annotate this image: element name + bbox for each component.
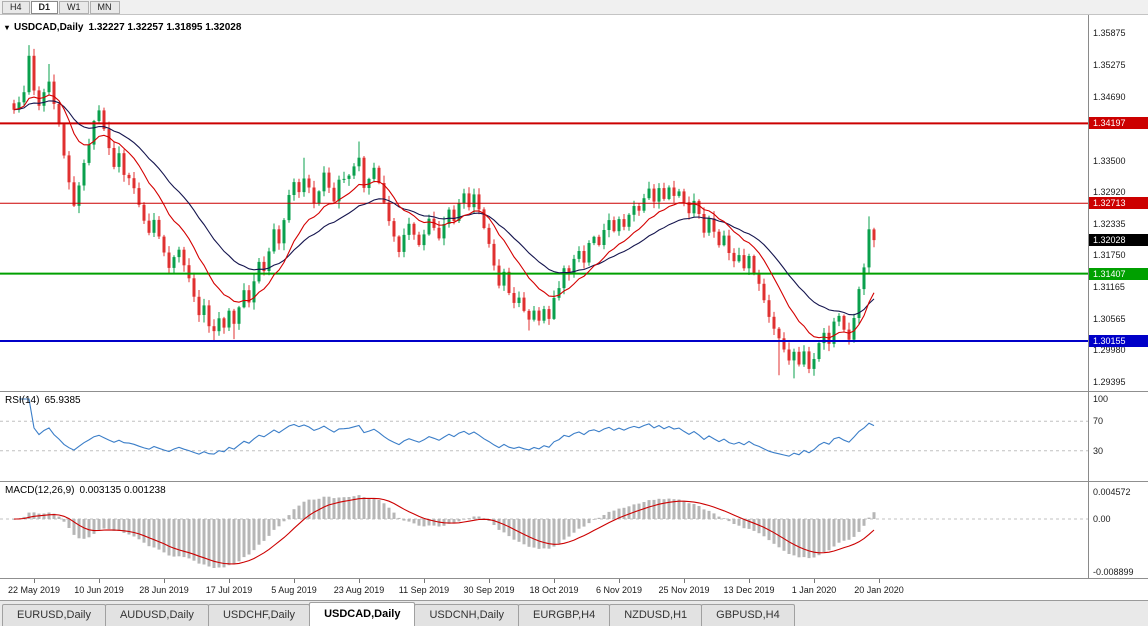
macd-canvas[interactable]: [0, 482, 1088, 578]
chart-tab-eurusd[interactable]: EURUSD,Daily: [2, 604, 106, 626]
chart-title-ohlc: 1.32227 1.32257 1.31895 1.32028: [88, 22, 242, 33]
rsi-indicator-value: 65.9385: [44, 395, 81, 406]
price-scale-tick: 1.29980: [1093, 345, 1126, 356]
price-scale-tick: 1.33500: [1093, 155, 1126, 166]
level-price-badge: 1.34197: [1089, 117, 1148, 130]
date-tick-mark: [99, 579, 100, 583]
period-button-h4[interactable]: H4: [2, 0, 30, 14]
macd-scale-tick: 0.004572: [1093, 486, 1131, 497]
macd-panel: 0.004572 0.00 -0.008899 MACD(12,26,9) 0.00…: [0, 482, 1148, 578]
ma-fast-line: [13, 94, 875, 339]
chart-tab-usdcnh[interactable]: USDCNH,Daily: [414, 604, 520, 626]
macd-plot[interactable]: [0, 482, 1088, 578]
date-label: 17 Jul 2019: [205, 585, 253, 595]
period-button-d1[interactable]: D1: [30, 0, 59, 14]
macd-label: MACD(12,26,9) 0.003135 0.001238: [5, 485, 166, 496]
date-label: 30 Sep 2019: [463, 585, 515, 595]
rsi-scale-tick: 100: [1093, 394, 1109, 404]
panel-separator[interactable]: [0, 481, 1148, 482]
date-tick-mark: [359, 579, 360, 583]
price-scale[interactable]: 1.35875 1.35275 1.34690 1.33500 1.32920 1.323…: [1088, 15, 1148, 391]
chart-tab-nzdusd[interactable]: NZDUSD,H1: [609, 604, 703, 626]
price-scale-tick: 1.29395: [1093, 376, 1126, 387]
level-price-badge: 1.32713: [1089, 197, 1148, 210]
macd-indicator-values: 0.003135 0.001238: [79, 485, 166, 496]
rsi-canvas[interactable]: [0, 392, 1088, 481]
rsi-label: RSI(14) 65.9385: [5, 395, 81, 406]
date-tick-mark: [554, 579, 555, 583]
rsi-plot[interactable]: [0, 392, 1088, 481]
date-tick-mark: [749, 579, 750, 583]
date-label: 18 Oct 2019: [529, 585, 579, 595]
price-chart-plot[interactable]: [0, 15, 1088, 391]
date-label: 20 Jan 2020: [854, 585, 904, 595]
candles-layer: [12, 45, 876, 379]
date-tick-mark: [34, 579, 35, 583]
period-toolbar: H4 D1 W1 MN: [0, 0, 1148, 15]
date-label: 1 Jan 2020: [791, 585, 837, 595]
date-label: 6 Nov 2019: [595, 585, 643, 595]
price-scale-tick: 1.31750: [1093, 250, 1126, 261]
price-scale-tick: 1.31165: [1093, 281, 1125, 292]
price-scale-tick: 1.32920: [1093, 187, 1126, 198]
period-button-mn[interactable]: MN: [89, 0, 120, 14]
level-price-badge: 1.30155: [1089, 335, 1148, 348]
macd-scale-tick: -0.008899: [1093, 567, 1134, 578]
price-scale-tick: 1.32335: [1093, 218, 1126, 229]
horizontal-level-lines: [0, 122, 1088, 342]
time-axis[interactable]: 22 May 2019 10 Jun 2019 28 Jun 2019 17 Jul …: [0, 579, 1148, 600]
current-price-badge: 1.32028: [1089, 234, 1148, 247]
chart-tab-audusd[interactable]: AUDUSD,Daily: [104, 604, 209, 626]
date-label: 25 Nov 2019: [658, 585, 710, 595]
date-label: 13 Dec 2019: [723, 585, 775, 595]
price-chart-canvas[interactable]: [0, 15, 1088, 391]
price-scale-tick: 1.35275: [1093, 60, 1126, 71]
rsi-scale-tick: 30: [1093, 445, 1104, 456]
chart-tab-eurgbp[interactable]: EURGBP,H4: [518, 604, 611, 626]
chart-title-symbol: USDCAD,Daily: [14, 22, 84, 33]
date-tick-mark: [424, 579, 425, 583]
date-tick-mark: [489, 579, 490, 583]
price-chart-panel: 1.35875 1.35275 1.34690 1.33500 1.32920 1.323…: [0, 15, 1148, 391]
period-button-w1[interactable]: W1: [59, 0, 89, 14]
rsi-panel: 100 70 30 RSI(14) 65.9385: [0, 392, 1148, 481]
macd-indicator-name: MACD(12,26,9): [5, 485, 75, 496]
date-label: 23 Aug 2019: [333, 585, 385, 595]
date-label: 28 Jun 2019: [139, 585, 189, 595]
chart-tabs-bar: EURUSD,Daily AUDUSD,Daily USDCHF,Daily USDC…: [0, 600, 1148, 626]
macd-scale[interactable]: 0.004572 0.00 -0.008899: [1088, 482, 1148, 578]
macd-signal-line: [13, 497, 875, 565]
date-tick-mark: [814, 579, 815, 583]
chart-dropdown-icon[interactable]: ▾: [5, 22, 10, 32]
date-tick-mark: [684, 579, 685, 583]
date-tick-mark: [619, 579, 620, 583]
chart-tab-usdchf[interactable]: USDCHF,Daily: [207, 604, 311, 626]
rsi-line: [19, 398, 875, 457]
chart-tab-usdcad[interactable]: USDCAD,Daily: [309, 602, 416, 626]
date-label: 10 Jun 2019: [74, 585, 124, 595]
panel-separator[interactable]: [0, 391, 1148, 392]
level-price-badge: 1.31407: [1089, 267, 1148, 280]
ma-slow-line: [13, 100, 875, 316]
panel-separator: [0, 578, 1148, 579]
date-tick-mark: [229, 579, 230, 583]
price-scale-tick: 1.35875: [1093, 28, 1126, 38]
rsi-scale-tick: 70: [1093, 416, 1104, 427]
price-scale-tick: 1.34690: [1093, 91, 1126, 102]
rsi-scale[interactable]: 100 70 30: [1088, 392, 1148, 481]
rsi-indicator-name: RSI(14): [5, 395, 40, 406]
macd-histogram: [12, 495, 876, 568]
price-scale-tick: 1.30565: [1093, 313, 1126, 324]
date-tick-mark: [879, 579, 880, 583]
date-label: 5 Aug 2019: [271, 585, 317, 595]
macd-scale-tick: 0.00: [1093, 514, 1111, 524]
chart-tab-gbpusd[interactable]: GBPUSD,H4: [701, 604, 795, 626]
date-label: 22 May 2019: [7, 585, 61, 595]
chart-title: ▾ USDCAD,Daily 1.32227 1.32257 1.31895 1…: [5, 22, 241, 33]
date-tick-mark: [164, 579, 165, 583]
date-label: 11 Sep 2019: [398, 585, 450, 595]
date-tick-mark: [294, 579, 295, 583]
